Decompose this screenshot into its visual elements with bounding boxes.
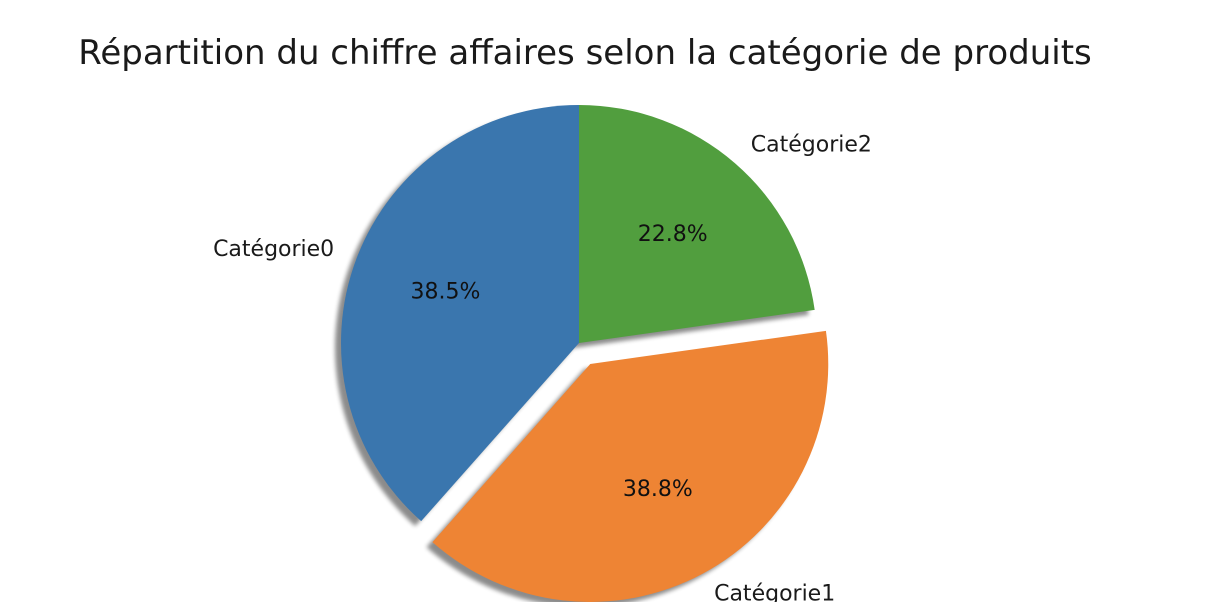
pie-slice-categorie1 <box>432 330 829 602</box>
slice-label-categorie1: Catégorie1 <box>714 582 835 602</box>
slice-label-categorie2: Catégorie2 <box>751 132 872 157</box>
slice-percent-categorie2: 22.8% <box>638 222 708 247</box>
chart-title: Répartition du chiffre affaires selon la… <box>78 33 1092 73</box>
slice-percent-categorie1: 38.8% <box>623 477 693 502</box>
pie-slice-categorie2 <box>579 105 815 343</box>
slice-label-categorie0: Catégorie0 <box>213 237 334 262</box>
pie-slice-categorie0 <box>340 105 579 522</box>
slice-percent-categorie0: 38.5% <box>411 279 481 304</box>
pie-labels: Catégorie0 38.5% Catégorie1 38.8% Catégorie2… <box>213 132 872 602</box>
pie-slices <box>340 105 829 602</box>
